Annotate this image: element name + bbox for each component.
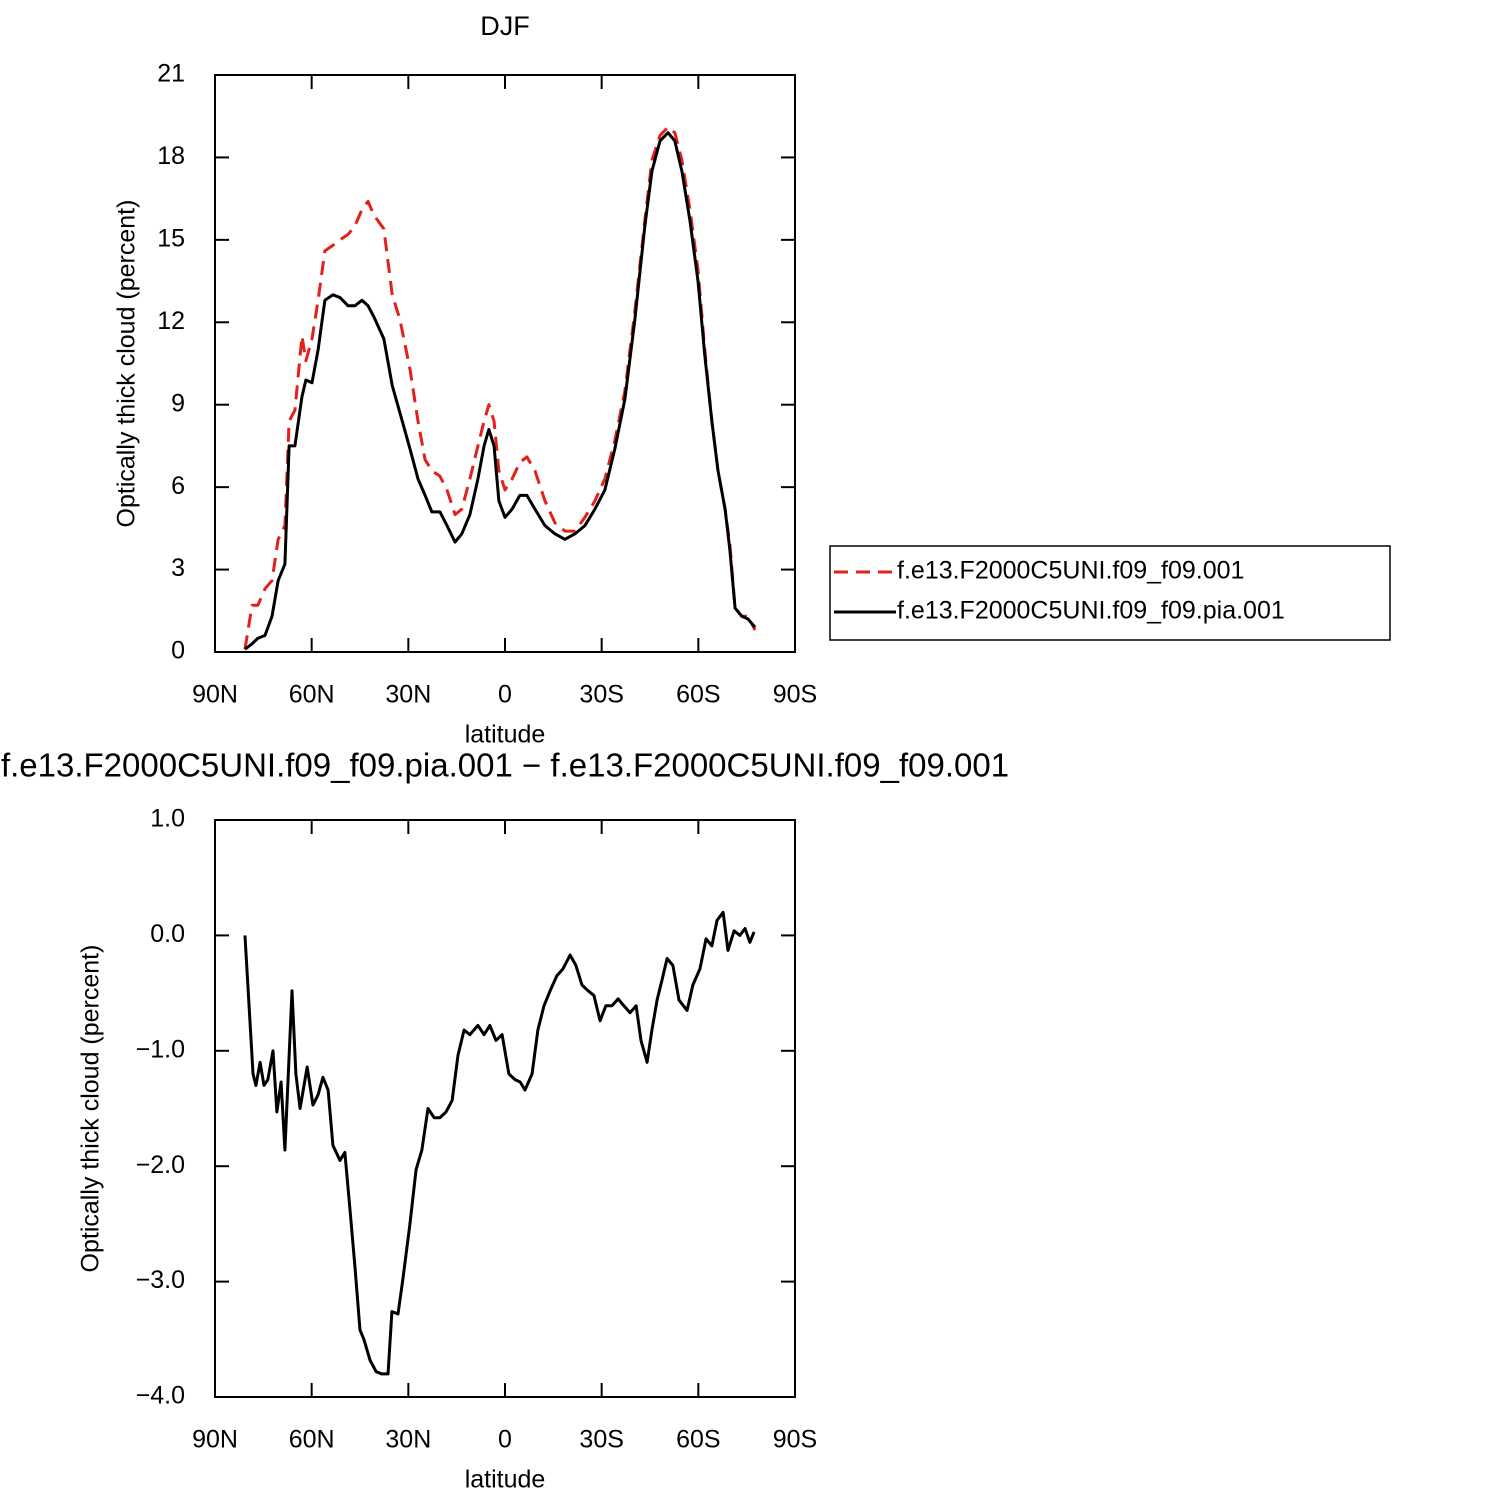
- y-tick-label: 15: [157, 224, 185, 252]
- x-tick-label: 30N: [385, 1426, 431, 1454]
- y-tick-label: 1.0: [150, 805, 185, 833]
- data-line: [243, 910, 756, 1376]
- x-tick-label: 90S: [773, 1426, 817, 1454]
- plot-frame: [214, 74, 796, 653]
- x-tick-label: 60S: [676, 681, 720, 709]
- x-tick-label: 30N: [385, 681, 431, 709]
- y-axis-label: Optically thick cloud (percent): [77, 945, 105, 1273]
- chart-title: f.e13.F2000C5UNI.f09_f09.pia.001 − f.e13…: [1, 747, 1009, 784]
- y-tick-label: 9: [171, 389, 185, 417]
- x-tick-label: 90N: [192, 1426, 238, 1454]
- x-axis-label: latitude: [465, 721, 546, 749]
- x-axis-label: latitude: [465, 1466, 546, 1494]
- y-axis-label: Optically thick cloud (percent): [113, 200, 141, 528]
- x-tick-label: 60N: [289, 1426, 335, 1454]
- y-tick-label: 12: [157, 307, 185, 335]
- x-tick-label: 60S: [676, 1426, 720, 1454]
- x-tick-label: 30S: [579, 681, 623, 709]
- x-tick-label: 30S: [579, 1426, 623, 1454]
- y-tick-label: 21: [157, 60, 185, 88]
- legend-label: f.e13.F2000C5UNI.f09_f09.001: [897, 557, 1244, 585]
- legend-label: f.e13.F2000C5UNI.f09_f09.pia.001: [897, 597, 1285, 625]
- y-tick-label: 0: [171, 637, 185, 665]
- plot-frame: [214, 819, 796, 1398]
- data-line: [244, 131, 757, 651]
- y-tick-label: 0.0: [150, 920, 185, 948]
- y-tick-label: −3.0: [136, 1266, 185, 1294]
- x-tick-label: 0: [498, 681, 512, 709]
- legend-box: [829, 545, 1391, 641]
- y-tick-label: −2.0: [136, 1151, 185, 1179]
- y-tick-label: 6: [171, 472, 185, 500]
- y-tick-label: 18: [157, 142, 185, 170]
- x-tick-label: 0: [498, 1426, 512, 1454]
- y-tick-label: −4.0: [136, 1382, 185, 1410]
- data-line: [243, 125, 757, 650]
- y-tick-label: 3: [171, 554, 185, 582]
- chart-title: DJF: [480, 11, 530, 41]
- x-tick-label: 90N: [192, 681, 238, 709]
- x-tick-label: 90S: [773, 681, 817, 709]
- y-tick-label: −1.0: [136, 1035, 185, 1063]
- x-tick-label: 60N: [289, 681, 335, 709]
